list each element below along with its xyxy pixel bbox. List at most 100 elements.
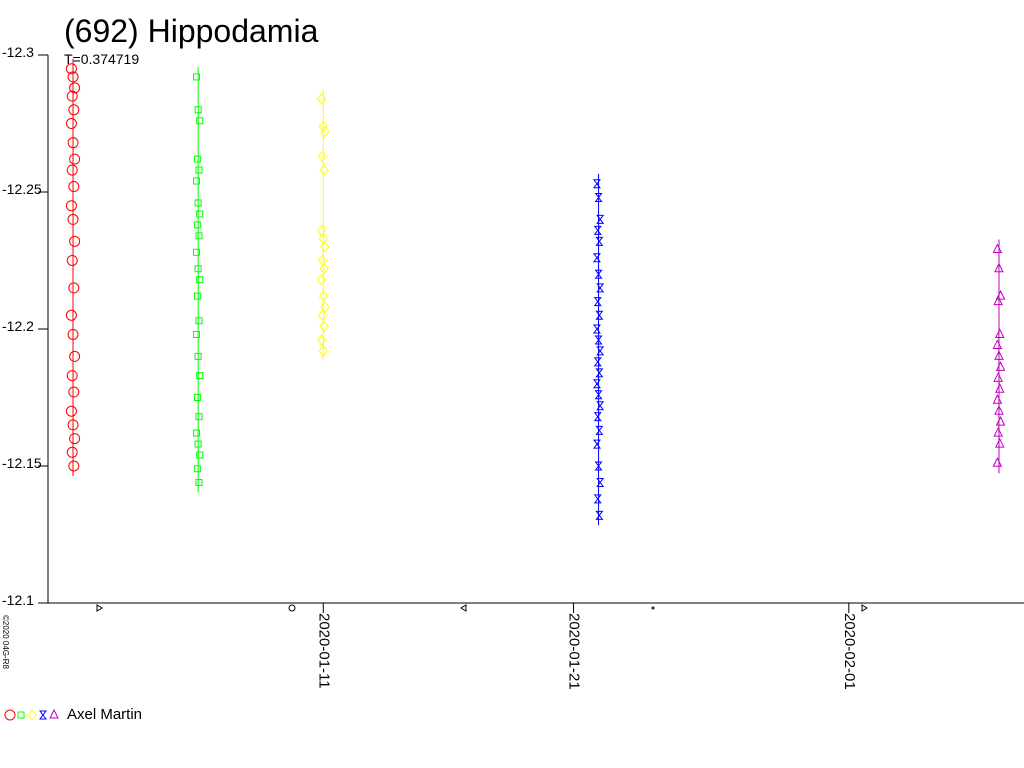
x-tick-label: 2020-02-01 [841, 613, 858, 690]
data-point [593, 357, 602, 367]
data-point [69, 82, 81, 94]
data-point [195, 317, 203, 325]
y-tick-label: -12.25 [2, 181, 42, 197]
y-tick-label: -12.3 [2, 44, 34, 60]
data-point [193, 221, 201, 229]
data-point [68, 460, 80, 472]
data-point [317, 150, 328, 163]
data-point [318, 345, 328, 357]
data-point [195, 166, 203, 174]
data-point [992, 339, 1003, 349]
data-point [594, 192, 603, 202]
data-point [593, 494, 602, 504]
data-point [193, 248, 201, 256]
data-point [320, 125, 330, 138]
data-point [993, 427, 1003, 437]
data-point [66, 255, 78, 266]
data-point [66, 370, 78, 382]
data-point [65, 405, 77, 417]
data-point [994, 328, 1005, 338]
data-point [67, 71, 79, 83]
data-point [193, 73, 201, 81]
x-tick-label: 2020-01-21 [566, 613, 583, 690]
data-point [317, 309, 328, 322]
data-point [318, 290, 328, 302]
data-point [993, 372, 1003, 382]
data-point [592, 379, 601, 389]
copyright: ©2020 04G-R8 [1, 615, 10, 669]
data-point [594, 269, 603, 279]
data-point [595, 310, 604, 320]
data-point [994, 262, 1004, 273]
legend-marker [39, 710, 47, 720]
data-point [994, 383, 1005, 393]
data-point [196, 372, 204, 380]
data-point [994, 350, 1004, 360]
data-point [65, 63, 77, 75]
data-point [196, 117, 204, 125]
data-point [68, 181, 80, 193]
data-point [317, 334, 327, 346]
data-point [195, 478, 203, 486]
data-point [319, 164, 329, 176]
data-point [68, 104, 80, 116]
data-point [592, 253, 601, 263]
data-point [65, 200, 77, 212]
data-point [69, 433, 81, 445]
data-point [193, 394, 201, 401]
data-point [68, 386, 80, 398]
data-point [992, 457, 1003, 467]
data-point [67, 213, 79, 225]
data-point [593, 412, 602, 422]
data-point [595, 236, 604, 246]
legend-marker [27, 709, 37, 721]
data-point [595, 425, 604, 435]
data-point [596, 346, 605, 356]
data-point [592, 324, 601, 334]
y-tick-label: -12.1 [2, 592, 34, 608]
data-point [595, 510, 604, 520]
moon-phase-markers [96, 604, 868, 612]
data-point [594, 461, 603, 471]
legend-marker [17, 711, 25, 719]
data-point [592, 439, 601, 449]
data-point [593, 297, 602, 307]
data-point [318, 120, 328, 133]
data-point [194, 106, 202, 114]
data-point [66, 164, 78, 176]
data-point [194, 265, 202, 273]
data-point [319, 262, 329, 275]
data-point [193, 429, 201, 437]
data-point [193, 330, 201, 338]
data-point [594, 335, 603, 345]
legend-marker [4, 709, 16, 721]
data-point [193, 155, 201, 163]
y-tick-label: -12.2 [2, 318, 34, 334]
data-point [66, 446, 78, 458]
legend-marker [49, 708, 59, 719]
data-point [596, 283, 605, 293]
data-point [195, 413, 203, 421]
data-point [194, 352, 202, 360]
data-point [319, 320, 329, 333]
data-point [995, 361, 1006, 371]
data-point [65, 309, 77, 321]
data-point [594, 390, 603, 400]
data-point [596, 214, 605, 224]
data-point [992, 243, 1003, 254]
legend-label: Axel Martin [67, 706, 142, 723]
data-point [67, 328, 79, 340]
data-point [193, 292, 201, 300]
data-point [65, 118, 77, 129]
data-point [196, 210, 204, 218]
chart-title: (692) Hippodamia [64, 13, 319, 49]
data-point [68, 282, 80, 294]
data-point [592, 179, 601, 189]
data-point [317, 93, 327, 105]
data-point [320, 301, 330, 313]
data-point [993, 295, 1003, 306]
data-point [317, 273, 327, 286]
data-point [994, 405, 1004, 415]
data-point [66, 90, 78, 102]
